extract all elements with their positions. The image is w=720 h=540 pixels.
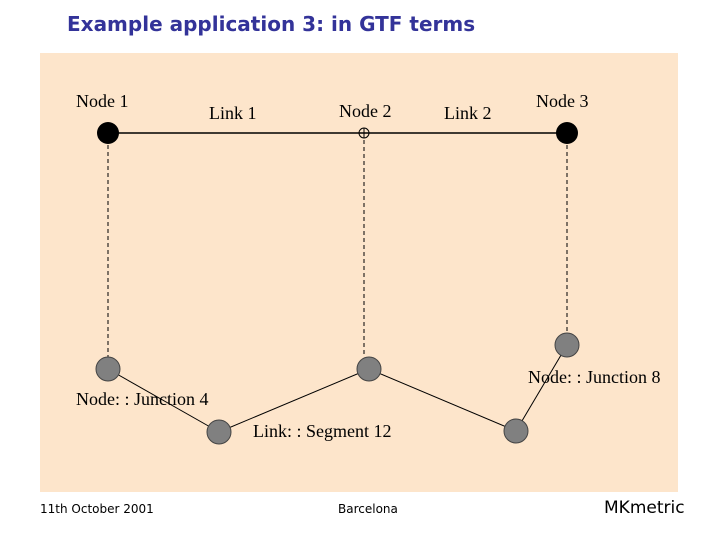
segment-line-b — [218, 368, 370, 433]
segment-line-c — [368, 368, 517, 432]
node-1-marker — [97, 122, 119, 144]
junction-segment-marker — [206, 419, 232, 445]
node-3-marker — [556, 122, 578, 144]
footer-brand-logo: MKmetric — [604, 498, 685, 518]
junction-8-label: Node: : Junction 8 — [528, 367, 661, 387]
footer-date: 11th October 2001 — [40, 502, 154, 516]
junction-4-label: Node: : Junction 4 — [76, 389, 209, 409]
segment-line-d — [515, 344, 568, 432]
link-1-label: Link 1 — [209, 103, 257, 123]
junction-8-marker — [554, 332, 580, 358]
junction-node2-marker — [356, 356, 382, 382]
link-2-label: Link 2 — [444, 103, 492, 123]
node-2-label: Node 2 — [339, 101, 392, 121]
node-1-label: Node 1 — [76, 91, 129, 111]
node-3-label: Node 3 — [536, 91, 589, 111]
segment-12-label: Link: : Segment 12 — [253, 421, 392, 441]
footer-place: Barcelona — [338, 502, 398, 516]
slide-title: Example application 3: in GTF terms — [67, 12, 476, 36]
junction-right-marker — [503, 418, 529, 444]
junction-4-marker — [95, 356, 121, 382]
segment-line-a — [107, 368, 220, 433]
